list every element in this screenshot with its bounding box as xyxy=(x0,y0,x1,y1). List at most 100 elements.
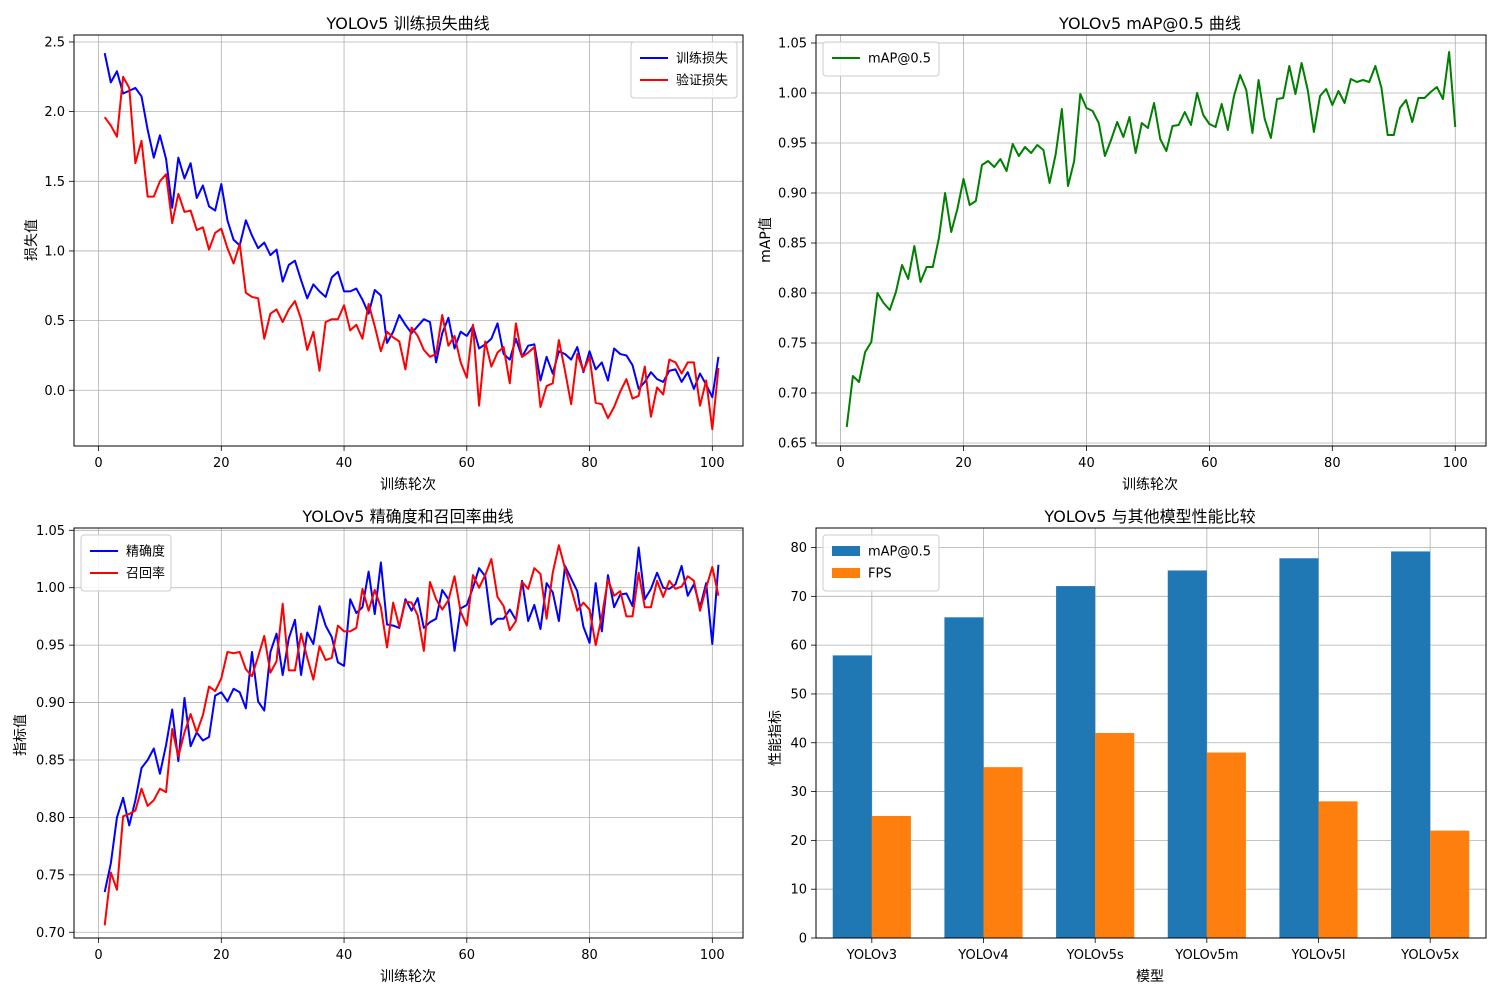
loss-y-tick-label: 2.0 xyxy=(44,105,65,120)
comparison-legend: mAP@0.5 FPS xyxy=(822,534,940,592)
comparison-y-tick-label: 70 xyxy=(790,590,807,605)
comparison-bar-map05-yolov5x xyxy=(1391,551,1431,938)
comparison-y-tick-label: 10 xyxy=(790,883,807,898)
map-x-tick-label: 20 xyxy=(955,456,972,471)
comparison-x-tick-label: YOLOv5m xyxy=(1174,948,1238,963)
comparison-chart-title: YOLOv5 与其他模型性能比较 xyxy=(1043,507,1255,526)
comparison-x-tick-label: YOLOv4 xyxy=(957,948,1008,963)
precision-recall-x-tick-label: 20 xyxy=(213,948,230,963)
precision-recall-chart-xlabel: 训练轮次 xyxy=(380,969,436,985)
precision-recall-y-tick-label: 0.75 xyxy=(36,868,65,883)
comparison-bar-fps-yolov4 xyxy=(983,767,1023,938)
loss-chart-title: YOLOv5 训练损失曲线 xyxy=(325,14,489,33)
precision-recall-y-tick-label: 1.05 xyxy=(36,524,65,539)
loss-x-tick-label: 40 xyxy=(336,456,353,471)
map-y-tick-label: 1.00 xyxy=(778,87,807,102)
precision-recall-axes-frame xyxy=(73,527,744,939)
precision-recall-x-tick-label: 40 xyxy=(336,948,353,963)
precision-recall-y-tick-label: 0.90 xyxy=(36,696,65,711)
loss-series-line-2 xyxy=(103,75,720,431)
map-y-tick-label: 1.05 xyxy=(778,37,807,52)
comparison-bar-map05-yolov4 xyxy=(944,617,984,938)
precision-recall-grid xyxy=(74,528,743,938)
comparison-bar-fps-yolov5m xyxy=(1206,752,1246,938)
map-x-tick-label: 40 xyxy=(1078,456,1095,471)
map-chart-xlabel: 训练轮次 xyxy=(1122,477,1178,493)
comparison-x-tick-label: YOLOv5x xyxy=(1400,948,1459,963)
map-x-tick-label: 0 xyxy=(836,456,844,471)
loss-x-tick-label: 0 xyxy=(94,456,102,471)
comparison-y-tick-label: 40 xyxy=(790,736,807,751)
loss-chart-xlabel: 训练轮次 xyxy=(380,477,436,493)
loss-y-tick-label: 1.0 xyxy=(44,244,65,259)
map-y-tick-label: 0.70 xyxy=(778,387,807,402)
comparison-y-tick-label: 0 xyxy=(799,932,807,947)
comparison-x-tick-label: YOLOv5s xyxy=(1066,948,1124,963)
precision-recall-x-tick-label: 80 xyxy=(581,948,598,963)
map-x-tick-label: 100 xyxy=(1443,456,1468,471)
loss-axes-frame xyxy=(73,34,744,447)
map-legend: mAP@0.5 xyxy=(822,41,940,77)
map-chart-panel: YOLOv5 mAP@0.5 曲线 训练轮次 mAP值 0 20 40 60 80 100… xyxy=(758,14,1487,493)
loss-y-tick-label: 1.5 xyxy=(44,175,65,190)
loss-x-tick-label: 100 xyxy=(700,456,725,471)
comparison-y-tick-label: 60 xyxy=(790,639,807,654)
precision-recall-x-tick-label: 0 xyxy=(94,948,102,963)
precision-recall-chart-title: YOLOv5 精确度和召回率曲线 xyxy=(301,507,513,526)
precision-recall-y-tick-label: 1.00 xyxy=(36,581,65,596)
comparison-x-tick-label: YOLOv5l xyxy=(1290,948,1345,963)
precision-recall-y-tick-label: 0.85 xyxy=(36,753,65,768)
precision-recall-chart-ylabel: 指标值 xyxy=(13,714,29,756)
precision-recall-x-tick-label: 100 xyxy=(700,948,725,963)
comparison-x-tick-label: YOLOv3 xyxy=(846,948,897,963)
loss-x-tick-label: 80 xyxy=(581,456,598,471)
loss-legend-label: 训练损失 xyxy=(676,52,728,67)
comparison-bar-fps-yolov5x xyxy=(1430,830,1470,938)
comparison-bar-map05-yolov5m xyxy=(1167,570,1207,938)
loss-y-tick-label: 2.5 xyxy=(44,35,65,50)
comparison-legend-label: FPS xyxy=(868,567,892,582)
comparison-y-tick-label: 20 xyxy=(790,834,807,849)
loss-chart-ylabel: 损失值 xyxy=(24,219,40,261)
precision-recall-legend-label: 召回率 xyxy=(126,566,165,582)
loss-y-tick-label: 0.0 xyxy=(44,384,65,399)
precision-recall-chart-panel: YOLOv5 精确度和召回率曲线 训练轮次 指标值 0 20 40 60 80 100 0.… xyxy=(13,507,744,985)
comparison-legend-swatch xyxy=(832,546,860,556)
precision-recall-y-tick-label: 0.80 xyxy=(36,811,65,826)
map-series-line-1 xyxy=(845,51,1457,428)
comparison-y-tick-label: 50 xyxy=(790,687,807,702)
comparison-bar-fps-yolov5s xyxy=(1095,733,1135,938)
precision-recall-series-line-1 xyxy=(103,546,720,893)
comparison-bar-map05-yolov5s xyxy=(1056,586,1096,938)
comparison-axes-frame xyxy=(815,527,1487,939)
precision-recall-y-tick-label: 0.95 xyxy=(36,639,65,654)
precision-recall-x-tick-label: 60 xyxy=(459,948,476,963)
comparison-y-tick-label: 80 xyxy=(790,541,807,556)
comparison-bar-map05-yolov3 xyxy=(832,655,872,938)
map-y-tick-label: 0.95 xyxy=(778,137,807,152)
loss-legend-box xyxy=(630,41,738,99)
comparison-legend-label: mAP@0.5 xyxy=(868,545,931,560)
comparison-legend-swatch xyxy=(832,568,860,578)
comparison-chart-panel: YOLOv5 与其他模型性能比较 模型 性能指标 YOLOv3 YOLOv4 YOL… xyxy=(768,507,1487,985)
precision-recall-series-line-2 xyxy=(103,544,720,926)
map-y-tick-label: 0.85 xyxy=(778,237,807,252)
loss-chart-panel: YOLOv5 训练损失曲线 训练轮次 损失值 0 20 40 60 80 100 0.0 0.… xyxy=(24,14,744,493)
precision-recall-legend-label: 精确度 xyxy=(126,544,165,560)
map-y-tick-label: 0.65 xyxy=(778,437,807,452)
map-grid xyxy=(816,35,1486,446)
map-chart-ylabel: mAP值 xyxy=(758,217,774,263)
map-y-tick-label: 0.80 xyxy=(778,287,807,302)
precision-recall-y-tick-label: 0.70 xyxy=(36,926,65,941)
comparison-bar-fps-yolov5l xyxy=(1318,801,1358,938)
comparison-chart-ylabel: 性能指标 xyxy=(768,710,784,766)
loss-x-tick-label: 60 xyxy=(459,456,476,471)
comparison-y-tick-label: 30 xyxy=(790,785,807,800)
comparison-bar-fps-yolov3 xyxy=(871,815,911,938)
map-axes-frame xyxy=(815,34,1487,447)
loss-legend-label: 验证损失 xyxy=(676,73,728,89)
